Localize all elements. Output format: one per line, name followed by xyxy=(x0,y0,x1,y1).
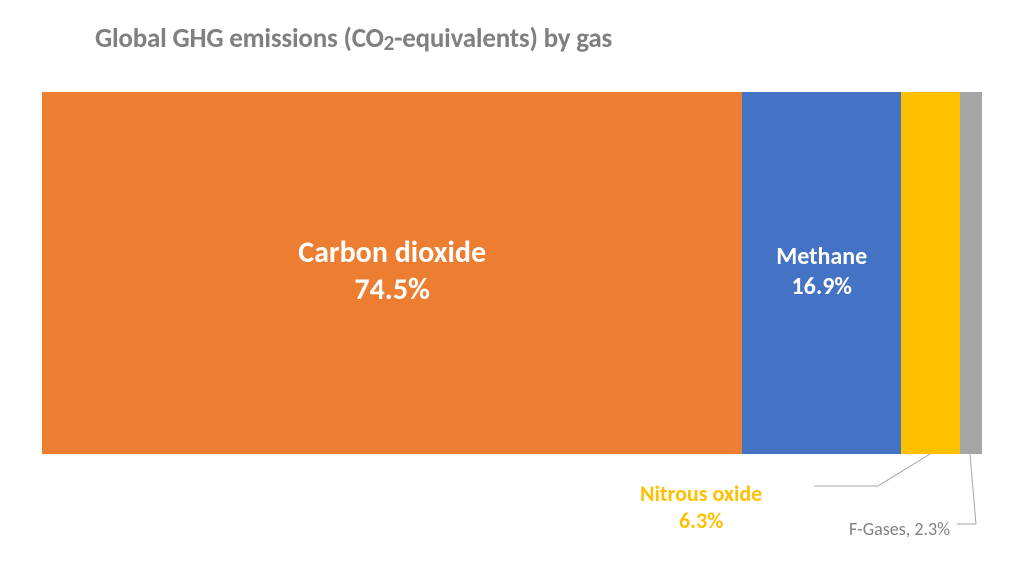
external-label-combined: F-Gases, 2.3% xyxy=(849,518,950,540)
segment-nitrous-oxide xyxy=(901,92,960,454)
segment-carbon-dioxide: Carbon dioxide 74.5% xyxy=(42,92,742,454)
chart-title-subscript: 2 xyxy=(384,30,394,56)
external-label-name: Nitrous oxide xyxy=(640,482,762,506)
stacked-bar: Carbon dioxide 74.5% Methane 16.9% xyxy=(42,92,982,454)
chart-title-prefix: Global GHG emissions (CO xyxy=(95,22,384,55)
segment-percent: 16.9% xyxy=(792,271,852,303)
segment-methane: Methane 16.9% xyxy=(742,92,901,454)
segment-label: Methane xyxy=(776,243,867,271)
chart-title: Global GHG emissions (CO2-equivalents) b… xyxy=(95,22,612,55)
external-label-percent: 6.3% xyxy=(640,506,762,536)
segment-f-gases xyxy=(960,92,982,454)
bar-track: Carbon dioxide 74.5% Methane 16.9% xyxy=(42,92,982,454)
external-label-nitrous-oxide: Nitrous oxide 6.3% xyxy=(640,482,762,536)
chart-title-suffix: -equivalents) by gas xyxy=(394,22,612,55)
chart-page: { "chart": { "type": "stacked-bar-100", … xyxy=(0,0,1025,582)
segment-label: Carbon dioxide xyxy=(298,236,486,271)
external-label-f-gases: F-Gases, 2.3% xyxy=(849,518,950,540)
segment-percent: 74.5% xyxy=(354,270,430,311)
